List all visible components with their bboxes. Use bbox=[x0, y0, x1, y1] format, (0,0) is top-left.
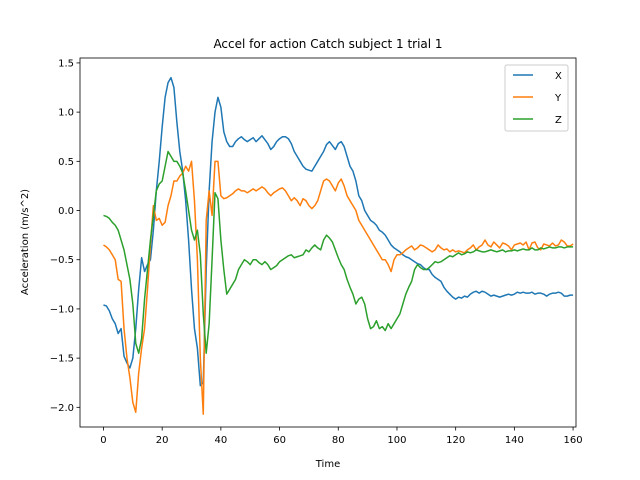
plot-frame bbox=[79, 57, 577, 428]
x-tick-label: 80 bbox=[332, 435, 345, 446]
legend: XYZ bbox=[504, 64, 569, 132]
legend-box bbox=[504, 64, 569, 132]
x-tick-label: 20 bbox=[156, 435, 169, 446]
y-axis: −2.0 −1.5 −1.0 −0.5 0.0 0.5 1.0 1.5 bbox=[50, 58, 80, 414]
y-tick-label: 1.5 bbox=[58, 58, 74, 69]
series-line-y bbox=[103, 160, 574, 415]
y-tick-label: −0.5 bbox=[50, 255, 74, 266]
legend-label-z: Z bbox=[555, 115, 562, 126]
y-axis-label: Acceleration (m/s^2) bbox=[20, 189, 31, 295]
y-tick-label: 0.5 bbox=[58, 157, 74, 168]
y-tick-label: 1.0 bbox=[58, 108, 74, 119]
x-tick-label: 100 bbox=[387, 435, 406, 446]
x-tick-label: 160 bbox=[564, 435, 583, 446]
y-tick-label: 0.0 bbox=[58, 206, 74, 217]
x-tick-label: 40 bbox=[215, 435, 228, 446]
legend-label-y: Y bbox=[554, 93, 562, 104]
x-tick-label: 60 bbox=[273, 435, 286, 446]
x-tick-label: 140 bbox=[505, 435, 524, 446]
series-line-x bbox=[103, 76, 574, 387]
x-tick-label: 120 bbox=[446, 435, 465, 446]
y-tick-label: −1.0 bbox=[50, 304, 74, 315]
plot-area bbox=[79, 57, 577, 428]
y-tick-label: −1.5 bbox=[50, 354, 74, 365]
x-tick-label: 0 bbox=[100, 435, 106, 446]
chart-title: Accel for action Catch subject 1 trial 1 bbox=[213, 37, 442, 51]
x-axis: 0 20 40 60 80 100 120 140 160 bbox=[100, 427, 583, 446]
y-tick-label: −2.0 bbox=[50, 403, 74, 414]
legend-label-x: X bbox=[555, 71, 562, 82]
x-axis-label: Time bbox=[315, 459, 340, 470]
series-line-z bbox=[103, 150, 574, 354]
